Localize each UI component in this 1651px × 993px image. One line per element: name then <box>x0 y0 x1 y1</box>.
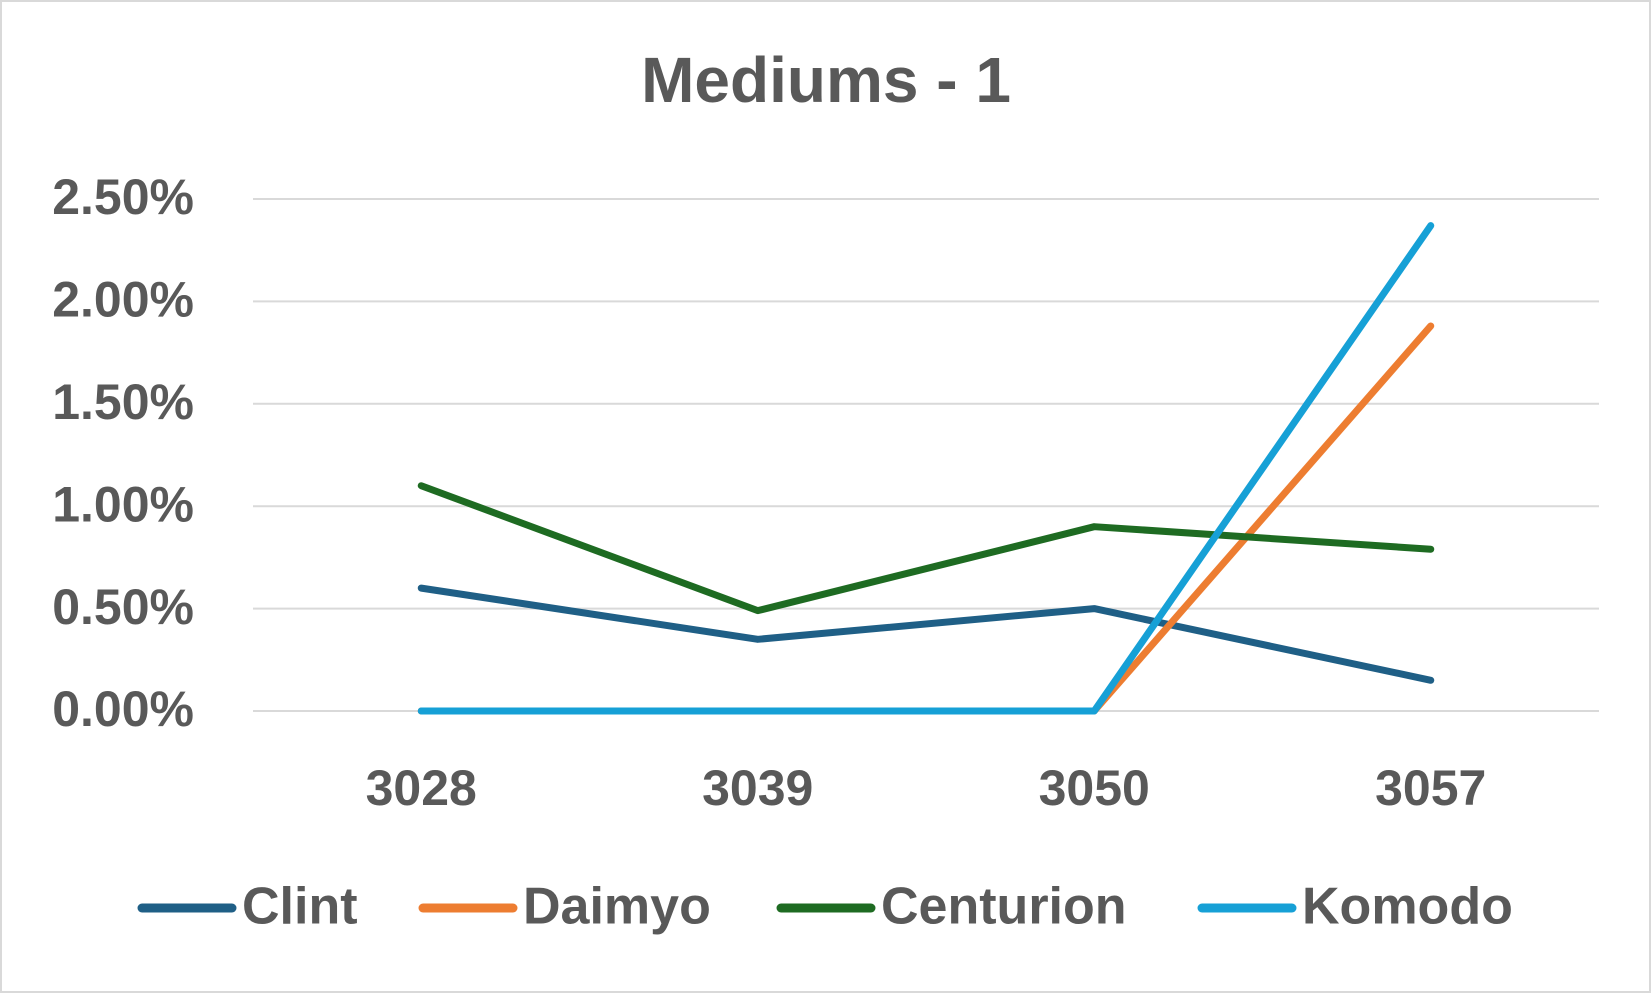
x-tick-label: 3057 <box>1375 760 1486 816</box>
y-tick-label: 2.00% <box>52 272 194 328</box>
y-tick-label: 1.50% <box>52 374 194 430</box>
x-tick-label: 3028 <box>366 760 477 816</box>
x-tick-label: 3050 <box>1039 760 1150 816</box>
line-series <box>417 222 1435 715</box>
x-tick-label: 3039 <box>702 760 813 816</box>
chart-title: Mediums - 1 <box>641 44 1011 116</box>
line-series <box>417 584 1435 684</box>
y-tick-label: 0.00% <box>52 681 194 737</box>
legend-label: Centurion <box>881 878 1127 936</box>
y-tick-label: 0.50% <box>52 579 194 635</box>
y-tick-label: 2.50% <box>52 169 194 225</box>
y-tick-label: 1.00% <box>52 476 194 532</box>
legend-label: Komodo <box>1302 878 1513 936</box>
legend-label: Clint <box>242 878 358 936</box>
legend-label: Daimyo <box>523 878 711 936</box>
line-series <box>417 482 1435 615</box>
